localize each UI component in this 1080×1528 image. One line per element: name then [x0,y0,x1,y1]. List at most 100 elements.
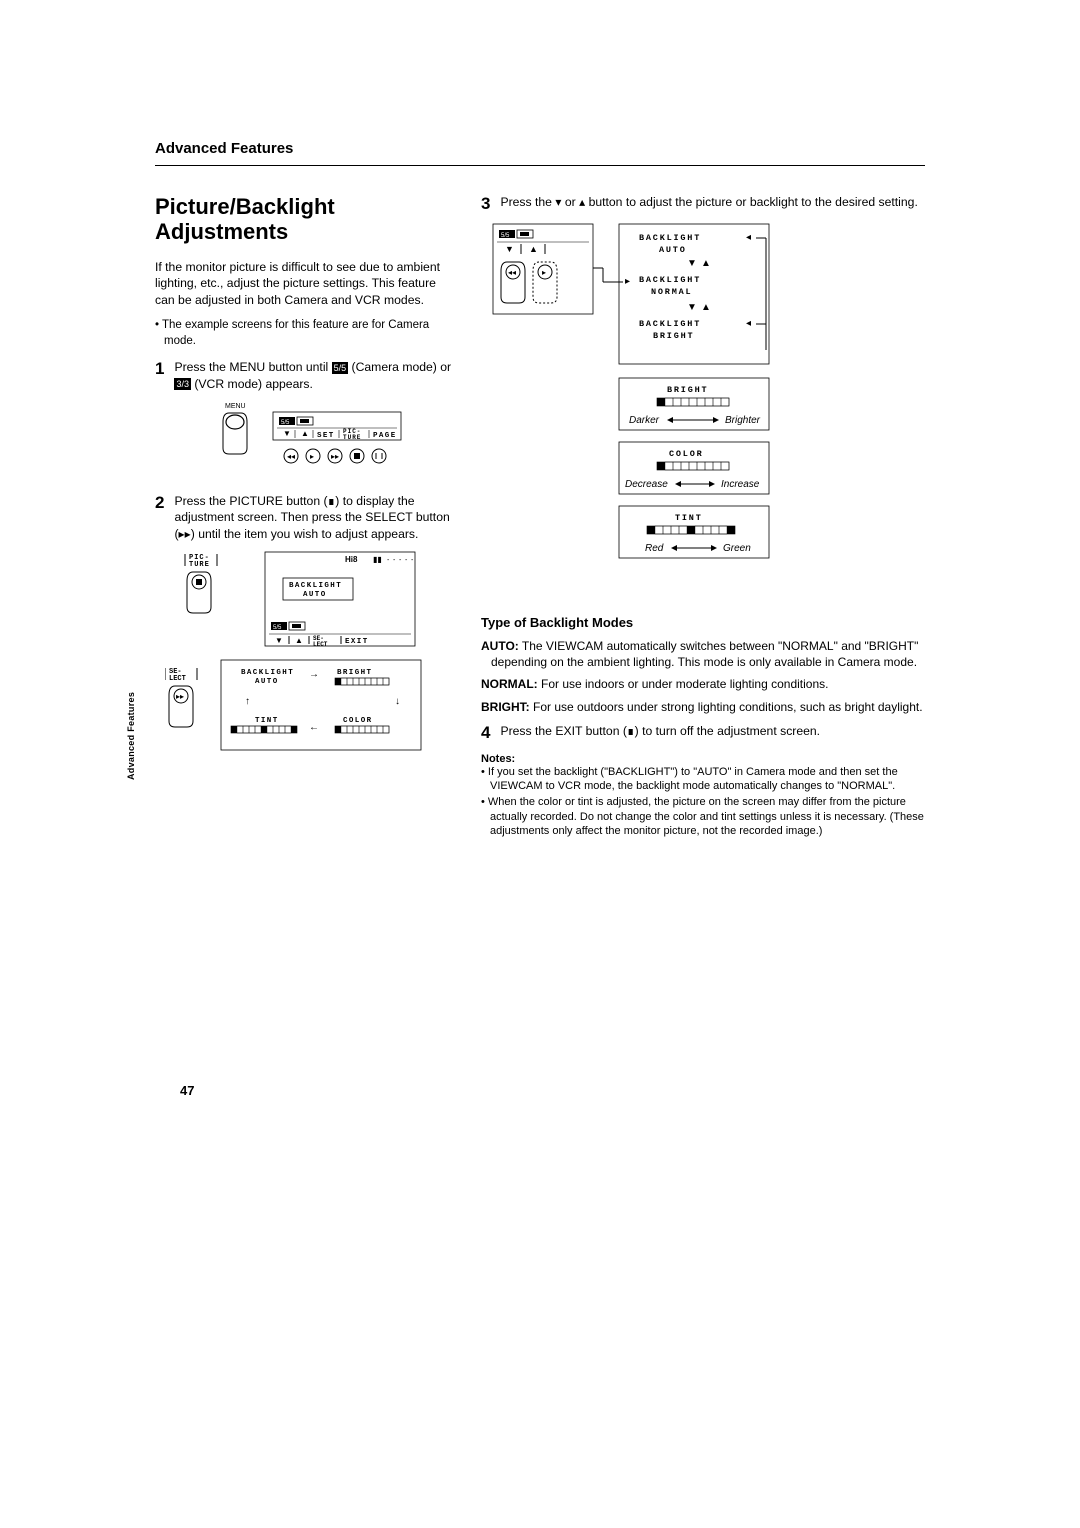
step-1-text-b: (Camera mode) or [348,360,451,374]
svg-text:-: - [399,557,402,564]
svg-text:-: - [393,557,396,564]
svg-text:BACKLIGHT: BACKLIGHT [241,669,294,677]
brighter-label: Brighter [725,415,761,426]
notes-heading: Notes: [481,753,925,765]
page-title: Picture/Backlight Adjustments [155,194,453,245]
intro-text: If the monitor picture is difficult to s… [155,259,453,308]
svg-text:-: - [405,557,408,564]
step-1: 1 Press the MENU button until 5/5 (Camer… [155,359,453,392]
svg-text:▲: ▲ [701,258,711,269]
svg-text:▼: ▼ [687,258,697,269]
step-1-text-a: Press the MENU button until [174,360,331,374]
step-3-number: 3 [481,194,490,214]
svg-text:◂: ◂ [746,318,751,329]
step-3: 3 Press the ▾ or ▴ button to adjust the … [481,194,925,214]
mode-auto: AUTO: The VIEWCAM automatically switches… [481,638,925,670]
svg-text:▸: ▸ [542,268,546,277]
svg-text:COLOR: COLOR [669,449,704,459]
svg-text:▲: ▲ [529,244,538,254]
svg-text:▲: ▲ [301,429,309,438]
step-2: 2 Press the PICTURE button (∎) to displa… [155,493,453,542]
svg-text:BRIGHT: BRIGHT [667,385,708,395]
step-4-number: 4 [481,723,490,743]
step-4-text: Press the EXIT button (∎) to turn off th… [500,723,925,743]
page-number: 47 [180,1083,194,1098]
svg-text:TINT: TINT [675,513,703,523]
badge-3-3-icon: 3/3 [174,378,191,390]
step-1-number: 1 [155,359,164,392]
mode-auto-label: AUTO: [481,639,519,653]
svg-text:NORMAL: NORMAL [651,287,692,297]
svg-text:◂◂: ◂◂ [508,268,516,277]
svg-text:AUTO: AUTO [659,245,687,255]
step-1-text-c: (VCR mode) appears. [191,377,313,391]
svg-text:LECT: LECT [169,675,186,683]
svg-text:AUTO: AUTO [303,591,327,599]
svg-text:BACKLIGHT: BACKLIGHT [639,319,701,329]
content-columns: Picture/Backlight Adjustments If the mon… [155,194,925,840]
svg-text:AUTO: AUTO [255,678,279,686]
svg-text:▲: ▲ [295,636,303,645]
svg-text:BRIGHT: BRIGHT [337,669,372,677]
svg-text:BACKLIGHT: BACKLIGHT [639,233,701,243]
red-label: Red [645,543,664,554]
mode-normal: NORMAL: For use indoors or under moderat… [481,676,925,692]
svg-text:▼: ▼ [275,636,283,645]
badge-5-5-icon: 5/5 [332,362,349,374]
svg-text:-: - [411,557,414,564]
step-1-text: Press the MENU button until 5/5 (Camera … [174,359,453,392]
right-column: 3 Press the ▾ or ▴ button to adjust the … [481,194,925,840]
svg-text:▼: ▼ [283,429,291,438]
darker-label: Darker [629,415,660,426]
menu-label: MENU [225,403,246,410]
mode-bright-text: For use outdoors under strong lighting c… [530,700,923,714]
figure-3: 5/5 ▼ ▲ ◂◂ ▸ BACKLIGHT AUT [491,222,925,597]
mode-bright-label: BRIGHT: [481,700,530,714]
svg-text:-: - [387,557,390,564]
decrease-label: Decrease [625,479,668,490]
svg-text:▲: ▲ [701,302,711,313]
svg-text:5/5: 5/5 [501,233,510,239]
sidebar-label: Advanced Features [126,692,136,780]
svg-text:BRIGHT: BRIGHT [653,331,694,341]
svg-text:BACKLIGHT: BACKLIGHT [289,582,342,590]
svg-text:PAGE: PAGE [373,432,397,440]
note-1: If you set the backlight ("BACKLIGHT") t… [481,765,925,794]
mode-auto-text: The VIEWCAM automatically switches betwe… [491,639,918,669]
svg-text:◂◂: ◂◂ [287,452,295,461]
step-2-number: 2 [155,493,164,542]
svg-text:▸▸: ▸▸ [176,692,184,701]
svg-text:Hi8: Hi8 [345,555,358,564]
svg-text:▮▮: ▮▮ [373,555,382,564]
figure-2: PIC- TURE Hi8 ▮▮ ----- BACKLIGHT AUTO [165,550,453,775]
divider [155,165,925,166]
svg-text:COLOR: COLOR [343,717,373,725]
mode-bright: BRIGHT: For use outdoors under strong li… [481,699,925,715]
svg-text:◂: ◂ [746,232,751,243]
svg-text:5/5: 5/5 [273,625,282,631]
svg-text:TINT: TINT [255,717,279,725]
svg-text:SET: SET [317,432,335,440]
green-label: Green [723,543,751,554]
svg-text:TURE: TURE [189,561,210,569]
svg-text:TURE: TURE [343,434,361,441]
svg-text:→: → [309,669,319,680]
step-3-text: Press the ▾ or ▴ button to adjust the pi… [500,194,925,214]
mode-normal-label: NORMAL: [481,677,538,691]
svg-text:↑: ↑ [245,696,250,707]
svg-text:←: ← [309,722,319,733]
svg-text:▸▸: ▸▸ [331,452,339,461]
svg-text:LECT: LECT [313,641,328,648]
svg-text:▼: ▼ [687,302,697,313]
svg-text:▸: ▸ [625,276,630,287]
figure-1: MENU 5/5 ▼ ▲ SET PIC- TURE PAGE [183,400,453,475]
backlight-modes-heading: Type of Backlight Modes [481,615,925,630]
mode-normal-text: For use indoors or under moderate lighti… [538,677,829,691]
step-4: 4 Press the EXIT button (∎) to turn off … [481,723,925,743]
section-header: Advanced Features [155,140,925,157]
increase-label: Increase [721,479,760,490]
svg-text:EXIT: EXIT [345,638,369,646]
svg-text:▸: ▸ [310,452,314,461]
svg-text:↓: ↓ [395,696,400,707]
intro-bullet: The example screens for this feature are… [155,318,453,349]
